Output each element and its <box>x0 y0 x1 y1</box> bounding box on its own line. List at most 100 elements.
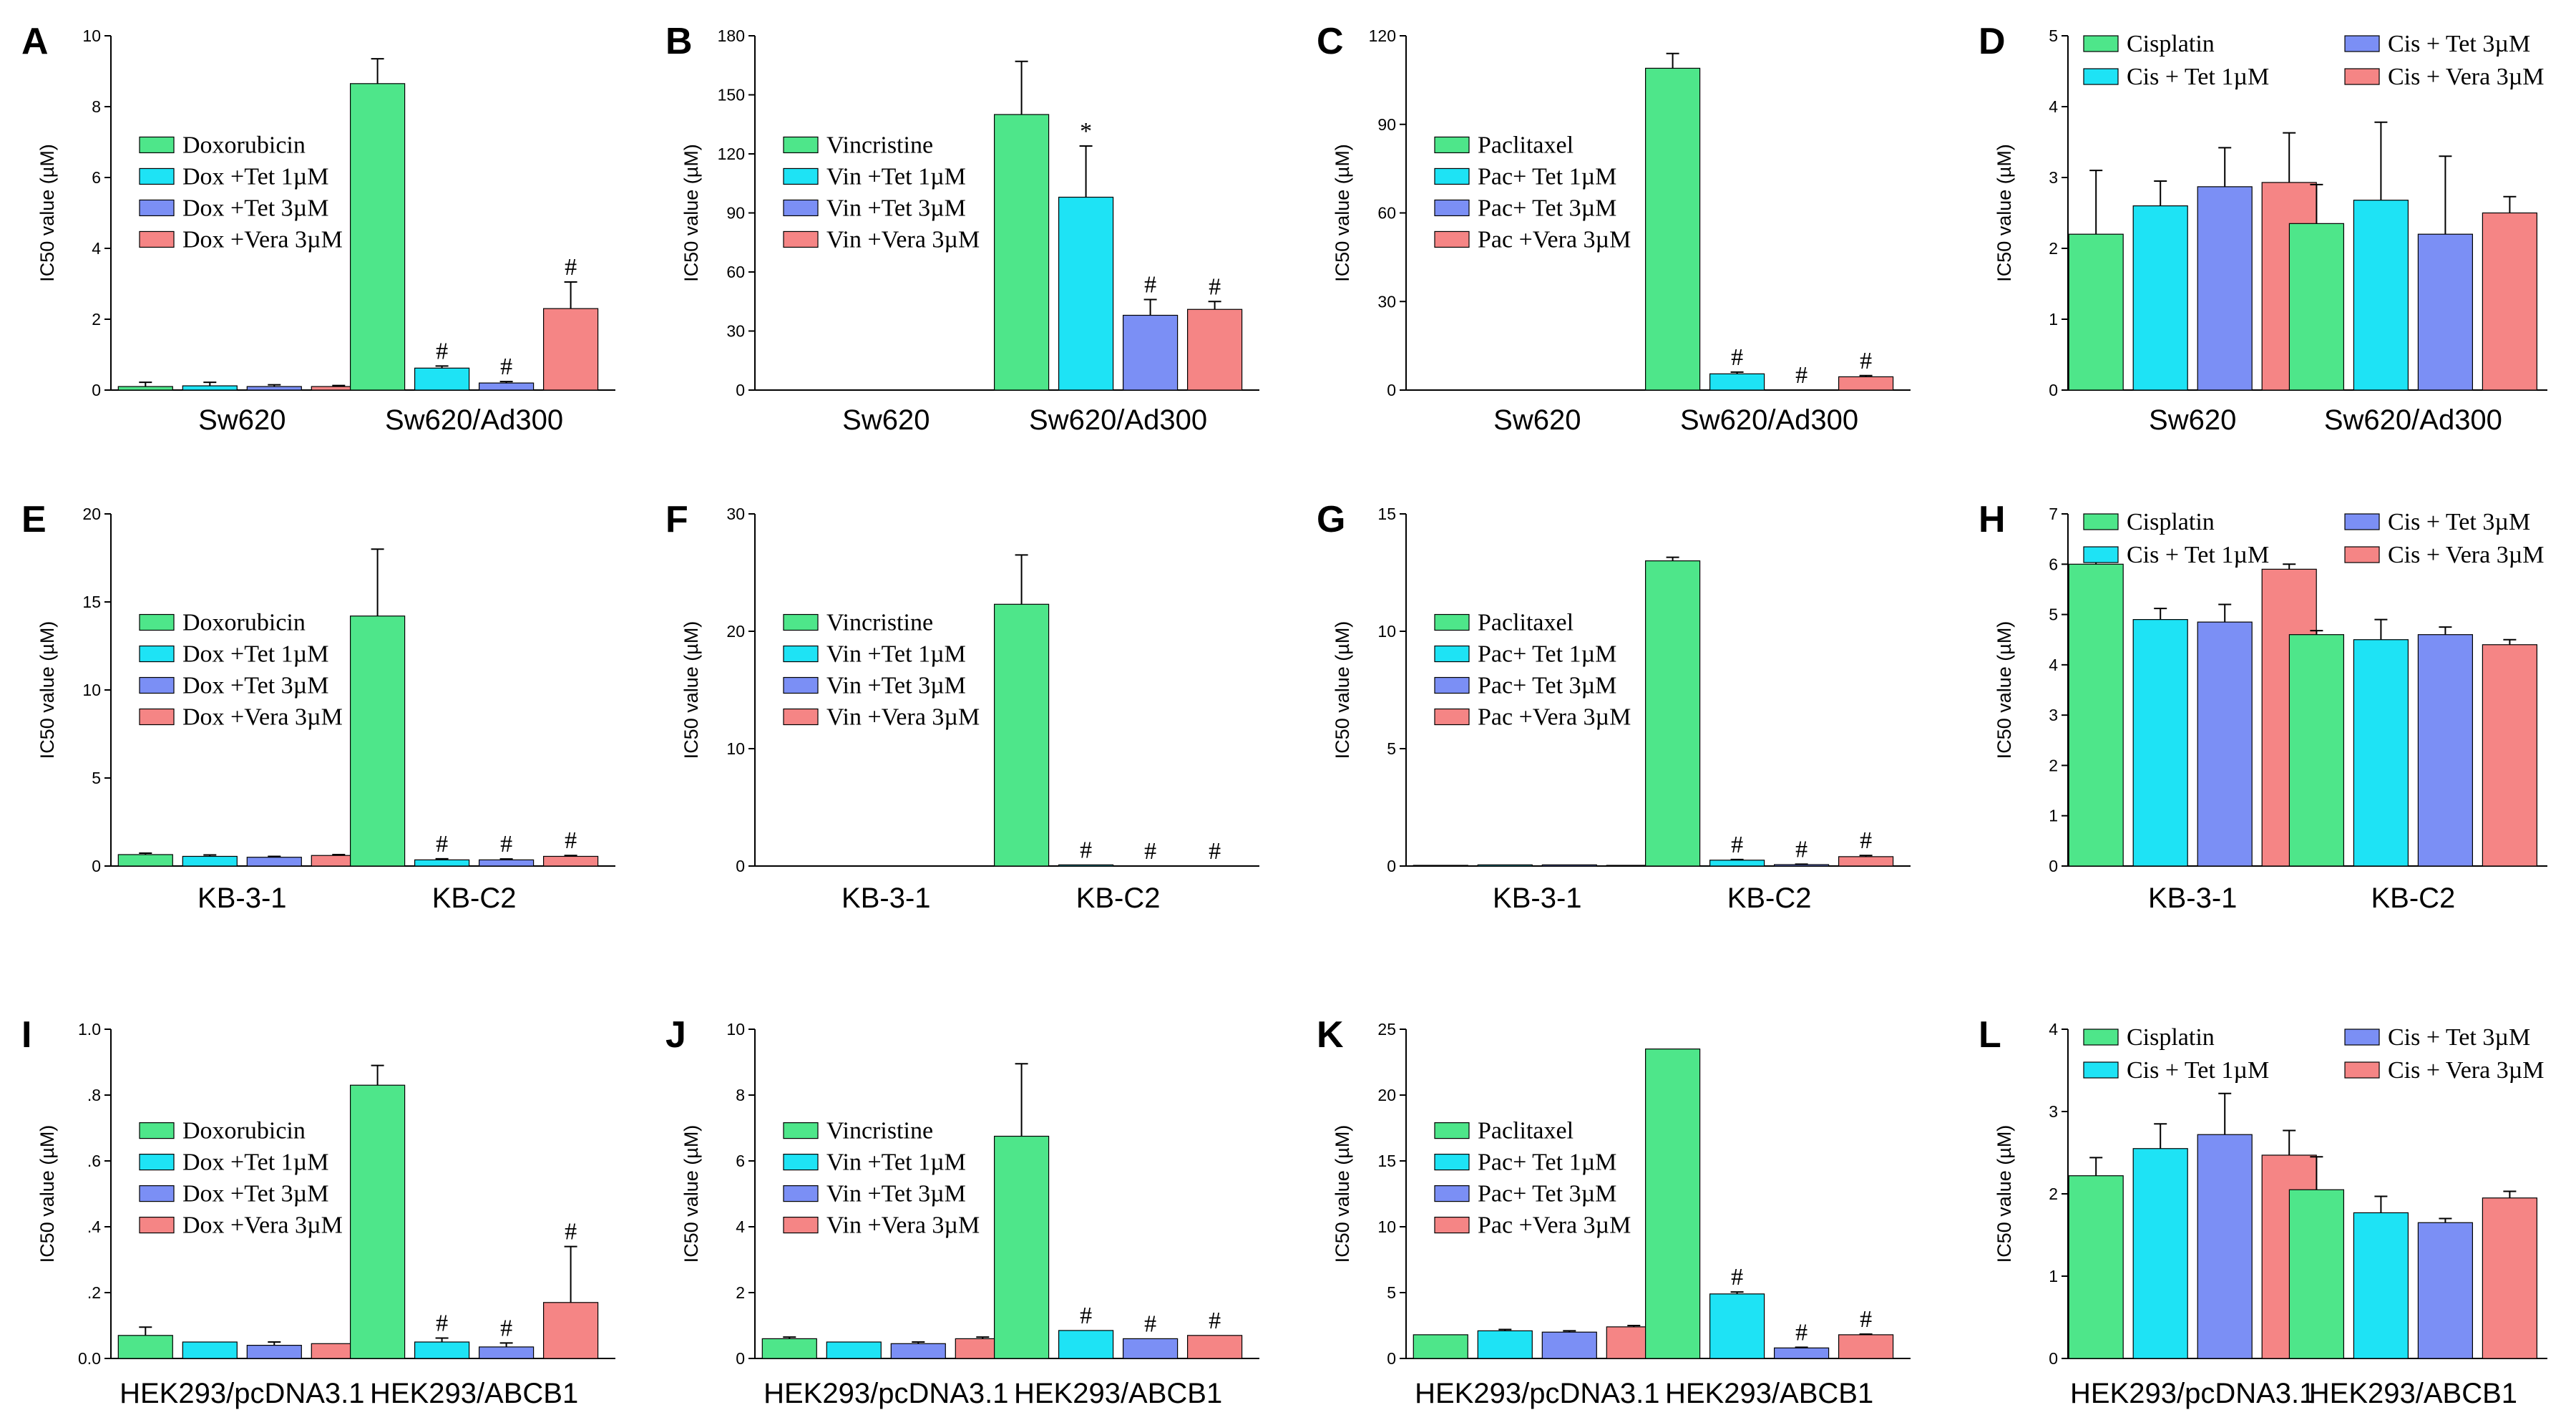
legend-label: Pac +Vera 3µM <box>1478 1212 1631 1239</box>
y-tick-label: 6 <box>92 168 101 187</box>
legend-swatch <box>139 1185 175 1202</box>
legend-label: Vin +Tet 1µM <box>826 163 966 190</box>
bar <box>350 83 406 391</box>
significance-label: # <box>565 254 577 281</box>
y-tick-label: 0 <box>1387 857 1396 875</box>
x-category-label: HEK293/pcDNA3.1 <box>2070 1378 2315 1409</box>
significance-label: # <box>1731 344 1743 371</box>
panel-a: A 0 2 4 6 8 10 IC50 value (µM) Sw620 Sw620/Ad300 #… <box>21 21 615 436</box>
legend-label: Vin +Tet 3µM <box>826 195 966 221</box>
y-tick-label: 120 <box>1369 26 1396 45</box>
legend-swatch <box>2344 1061 2380 1079</box>
x-category-label: KB-3-1 <box>197 882 287 914</box>
bar <box>182 855 238 867</box>
legend-swatch <box>1434 676 1470 694</box>
bar <box>2132 1148 2188 1359</box>
panel-letter: A <box>21 21 49 62</box>
y-tick-label: 2 <box>736 1283 745 1302</box>
y-tick-label: 8 <box>736 1086 745 1104</box>
significance-label: # <box>436 1310 448 1336</box>
y-tick-label: 0 <box>92 857 101 875</box>
y-tick-label: 0 <box>1387 1349 1396 1368</box>
panel-i: I 0.0 .2 .4 .6 .8 1.0 IC50 value (µM) HEK293/pcD… <box>21 1014 615 1409</box>
legend-swatch <box>783 645 819 663</box>
y-tick-label: 1 <box>2049 1267 2058 1285</box>
bar <box>1645 67 1701 391</box>
y-tick-label: 15 <box>82 593 101 611</box>
significance-label: # <box>500 354 512 380</box>
legend-label: Cis + Tet 1µM <box>2127 64 2269 90</box>
y-tick-label: 10 <box>1377 622 1396 641</box>
y-tick-label: 30 <box>1377 292 1396 311</box>
bar <box>2132 618 2188 867</box>
y-tick-label: 60 <box>1377 204 1396 223</box>
legend-label: Dox +Tet 3µM <box>182 1181 328 1207</box>
y-tick-label: .2 <box>87 1283 101 1302</box>
legend-swatch <box>1434 1185 1470 1202</box>
legend-swatch <box>139 708 175 726</box>
bar <box>993 114 1050 391</box>
bar <box>1541 864 1597 867</box>
y-tick-label: 20 <box>726 622 745 641</box>
bar <box>414 859 470 867</box>
panel-d: D 0 1 2 3 4 5 IC50 value (µM) Sw620 Sw620/Ad300 Ci… <box>1979 21 2547 436</box>
legend-label: Vin +Vera 3µM <box>826 1212 980 1239</box>
y-tick-label: .6 <box>87 1152 101 1170</box>
legend-swatch <box>783 167 819 185</box>
significance-label: # <box>1144 272 1156 298</box>
x-category-label: HEK293/ABCB1 <box>2309 1378 2517 1409</box>
legend-label: Vin +Tet 1µM <box>826 1149 966 1176</box>
panel-letter: L <box>1979 1014 2001 1056</box>
x-category-label: HEK293/ABCB1 <box>1014 1378 1222 1409</box>
bar <box>1709 373 1765 391</box>
bar <box>2417 634 2473 867</box>
y-tick-label: 2 <box>92 310 101 329</box>
legend-label: Cis + Tet 1µM <box>2127 1057 2269 1084</box>
significance-label: # <box>1860 348 1872 374</box>
bar <box>1186 1335 1243 1359</box>
y-tick-label: 180 <box>718 26 745 45</box>
legend-swatch <box>139 199 175 217</box>
y-tick-label: 5 <box>1387 1283 1396 1302</box>
y-tick-label: 20 <box>82 505 101 523</box>
x-category-label: Sw620 <box>2149 404 2236 436</box>
legend-swatch <box>2344 546 2380 563</box>
x-category-label: KB-3-1 <box>2148 882 2238 914</box>
y-tick-label: 0.0 <box>78 1349 101 1368</box>
legend-swatch <box>2083 513 2119 530</box>
legend-label: Dox +Tet 3µM <box>182 673 328 699</box>
legend-swatch <box>2083 35 2119 52</box>
y-axis-title: IC50 value (µM) <box>1332 144 1353 282</box>
bar <box>2197 621 2253 867</box>
legend-label: Doxorubicin <box>182 132 306 158</box>
significance-label: # <box>1144 838 1156 865</box>
significance-label: # <box>1795 362 1807 389</box>
legend: Cisplatin Cis + Tet 1µM Cis + Tet 3µM Cis +… <box>2083 1024 2545 1084</box>
legend: Doxorubicin Dox +Tet 1µM Dox +Tet 3µM Dox +… <box>139 1118 343 1239</box>
legend-swatch <box>783 1216 819 1234</box>
significance-label: # <box>1080 1303 1092 1329</box>
panel-letter: D <box>1979 21 2006 62</box>
y-tick-label: 60 <box>726 263 745 281</box>
bar <box>1838 376 1894 391</box>
legend-swatch <box>1434 1122 1470 1139</box>
y-tick-label: 2 <box>2049 1185 2058 1203</box>
bar <box>1413 1334 1468 1359</box>
y-tick-label: 0 <box>2049 857 2058 875</box>
legend-label: Dox +Vera 3µM <box>182 226 343 253</box>
y-tick-label: 90 <box>1377 115 1396 134</box>
y-tick-label: 20 <box>1377 1086 1396 1104</box>
x-category-label: KB-C2 <box>1727 882 1812 914</box>
bar <box>414 367 470 391</box>
bar <box>2353 200 2409 391</box>
legend-label: Vin +Tet 3µM <box>826 1181 966 1207</box>
y-tick-label: 4 <box>2049 656 2058 674</box>
y-tick-label: 15 <box>1377 505 1396 523</box>
y-tick-label: 15 <box>1377 1152 1396 1170</box>
legend-label: Pac+ Tet 3µM <box>1478 1181 1616 1207</box>
bar <box>182 1341 238 1359</box>
panel-h: H 0 1 2 3 4 5 6 7 IC50 value (µM) KB-3-1 KB-C2 Cispl… <box>1979 499 2547 914</box>
legend-label: Dox +Tet 1µM <box>182 1149 328 1176</box>
y-tick-label: 10 <box>82 26 101 45</box>
